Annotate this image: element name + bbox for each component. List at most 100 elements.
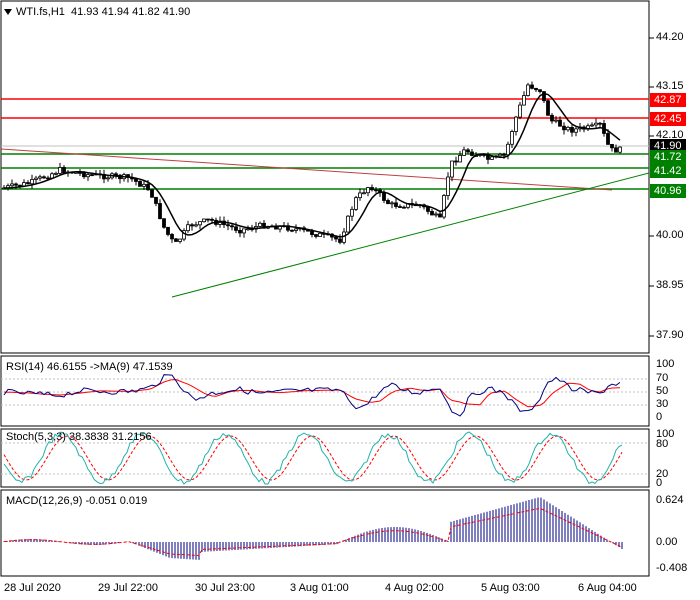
candle-body [106,177,110,180]
candle-body [82,172,86,178]
candle-body [442,195,446,218]
symbol-title: WTI.fs,H1 41.93 41.94 41.82 41.90 [16,6,191,18]
candle-body [618,146,622,153]
macd-pane[interactable]: MACD(12,26,9) -0.051 0.019 0.624 0.00 -0… [0,489,700,577]
candle-body [550,114,554,122]
candle-body [162,218,166,228]
candle-body [14,183,18,186]
candle-body [134,178,138,182]
candle-body [390,202,394,205]
date-label-3: 3 Aug 01:00 [290,582,349,594]
stochastic-label: Stoch(5,3,3) 38.3838 31.2156 [6,431,152,443]
candle-body [566,126,570,131]
rsi-pane[interactable]: RSI(14) 46.6155 ->MA(9) 47.1539 100 70 5… [0,355,700,427]
candle-body [546,100,550,116]
candle-body [54,172,58,175]
ascending-trendline[interactable] [171,172,650,298]
rsi-chart[interactable] [0,355,700,427]
candle-body [62,167,66,174]
candle-body [186,224,190,232]
candle-body [10,183,14,187]
rsi-line [3,374,621,417]
rsi-tick-50: 50 [656,385,669,397]
date-label-0: 28 Jul 2020 [4,582,61,594]
price-pane[interactable]: WTI.fs,H1 41.93 41.94 41.82 41.90 44.20 … [0,0,700,354]
candle-body [506,143,510,156]
candle-body [366,187,370,194]
candle-body [350,208,354,217]
descending-trendline[interactable] [0,148,613,191]
candle-body [470,151,474,156]
macd-signal-line [3,508,623,557]
macd-tick-0624: 0.624 [656,494,684,506]
candle-body [614,147,618,153]
date-label-1: 29 Jul 22:00 [98,582,158,594]
candle-body [170,234,174,240]
rsi-tick-70: 70 [656,372,669,384]
level-tag-4096: 40.96 [650,184,686,198]
candle-body [206,218,210,221]
candle-body [314,234,318,237]
candle-body [514,116,518,132]
moving-average-line [3,92,621,238]
candle-body [374,189,378,192]
candle-body [358,192,362,199]
stochastic-signal-line [3,435,623,481]
candle-body [490,156,494,160]
stoch-tick-0: 0 [656,477,663,489]
candle-body [290,229,294,232]
candle-body [42,176,46,179]
price-chart[interactable] [0,0,700,354]
candle-body [606,133,610,145]
price-tick-4315: 43.15 [656,80,684,92]
candle-body [590,124,594,127]
candle-body [610,143,614,149]
candle-body [58,167,62,174]
candle-body [394,202,398,207]
candle-body [166,226,170,235]
candle-body [138,181,142,187]
macd-chart[interactable] [0,489,700,577]
macd-tick-0408: -0.408 [656,562,688,574]
chart-menu-icon[interactable] [4,9,12,15]
level-tag-4172: 41.72 [650,150,686,164]
candle-body [454,160,458,163]
candle-body [526,84,530,96]
candle-body [598,122,602,125]
candle-body [38,176,42,179]
candle-body [246,228,250,231]
stoch-tick-80: 80 [656,438,669,450]
candle-body [154,196,158,204]
candle-body [570,126,574,133]
candle-body [450,160,454,178]
price-tick-4210: 42.10 [656,129,684,141]
candle-body [518,104,522,118]
candle-body [226,224,230,227]
stochastic-chart[interactable] [0,428,700,488]
candle-body [458,155,462,163]
candle-body [542,91,546,102]
stoch-tick-20: 20 [656,468,669,480]
level-tag-4190: 41.90 [650,139,686,153]
candle-body [574,128,578,133]
candle-body [562,125,566,131]
rsi-tick-100: 100 [656,358,675,370]
candle-body [46,177,50,180]
candle-body [242,228,246,234]
candle-body [530,84,534,89]
candle-body [22,182,26,187]
candle-body [258,222,262,227]
candle-body [30,179,34,185]
candle-body [150,189,154,198]
level-tag-4142: 41.42 [650,164,686,178]
candle-body [190,224,194,227]
stochastic-pane[interactable]: Stoch(5,3,3) 38.3838 31.2156 100 80 20 0 [0,428,700,489]
candle-body [446,176,450,196]
candle-body [234,226,238,231]
price-tick-3790: 37.90 [656,329,684,341]
date-label-5: 5 Aug 03:00 [481,582,540,594]
candle-body [18,184,22,187]
candle-body [182,230,186,240]
price-tick-3895: 38.95 [656,279,684,291]
price-tick-4000: 40.00 [656,229,684,241]
